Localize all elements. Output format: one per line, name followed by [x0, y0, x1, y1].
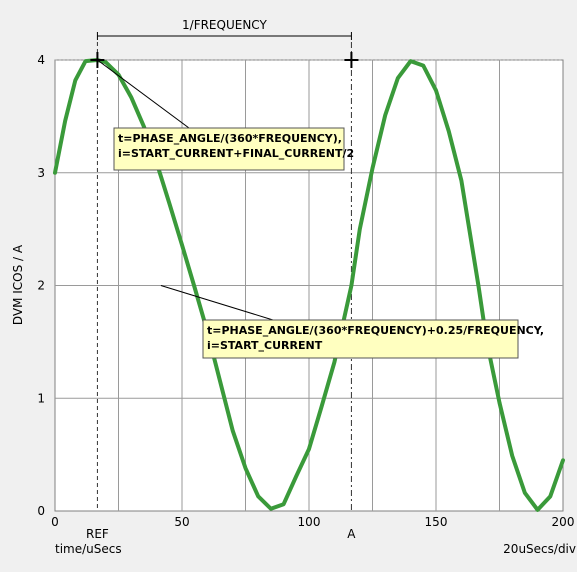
annotation-text: t=PHASE_ANGLE/(360*FREQUENCY), [118, 132, 342, 145]
y-tick-label: 3 [37, 166, 45, 180]
period-label: 1/FREQUENCY [182, 18, 267, 32]
cursor-label-ref: REF [86, 527, 109, 541]
annotations-group: t=PHASE_ANGLE/(360*FREQUENCY), i=START_CU… [97, 59, 544, 359]
x-tick-labels: 0 50 100 150 200 [51, 515, 574, 529]
y-tick-label: 4 [37, 53, 45, 67]
x-tick-label: 150 [425, 515, 448, 529]
series-line-0 [53, 58, 565, 512]
cursor-label-a: A [347, 527, 356, 541]
x-tick-label: 100 [298, 515, 321, 529]
annotation-text: i=START_CURRENT+FINAL_CURRENT/2 [118, 147, 354, 160]
annotation-leader-1 [160, 285, 274, 321]
x-axis-label: time/uSecs [55, 542, 122, 556]
scale-label: 20uSecs/div [503, 542, 576, 556]
annotation-box-0 [113, 127, 345, 171]
x-tick-label: 200 [552, 515, 575, 529]
y-tick-label: 1 [37, 391, 45, 405]
annotation-text: i=START_CURRENT [207, 339, 323, 352]
x-tick-label: 0 [51, 515, 59, 529]
y-axis-label: DVM ICOS / A [11, 244, 25, 325]
annotation-text: t=PHASE_ANGLE/(360*FREQUENCY)+0.25/FREQU… [207, 324, 544, 337]
y-tick-label: 0 [37, 504, 45, 518]
series-group [53, 52, 565, 512]
period-bracket [96, 32, 352, 40]
annotation-box-1 [202, 319, 519, 359]
y-tick-label: 2 [37, 279, 45, 293]
y-tick-labels: 0 1 2 3 4 [37, 53, 45, 518]
x-tick-label: 50 [174, 515, 189, 529]
annotation-leader-0 [97, 59, 190, 129]
